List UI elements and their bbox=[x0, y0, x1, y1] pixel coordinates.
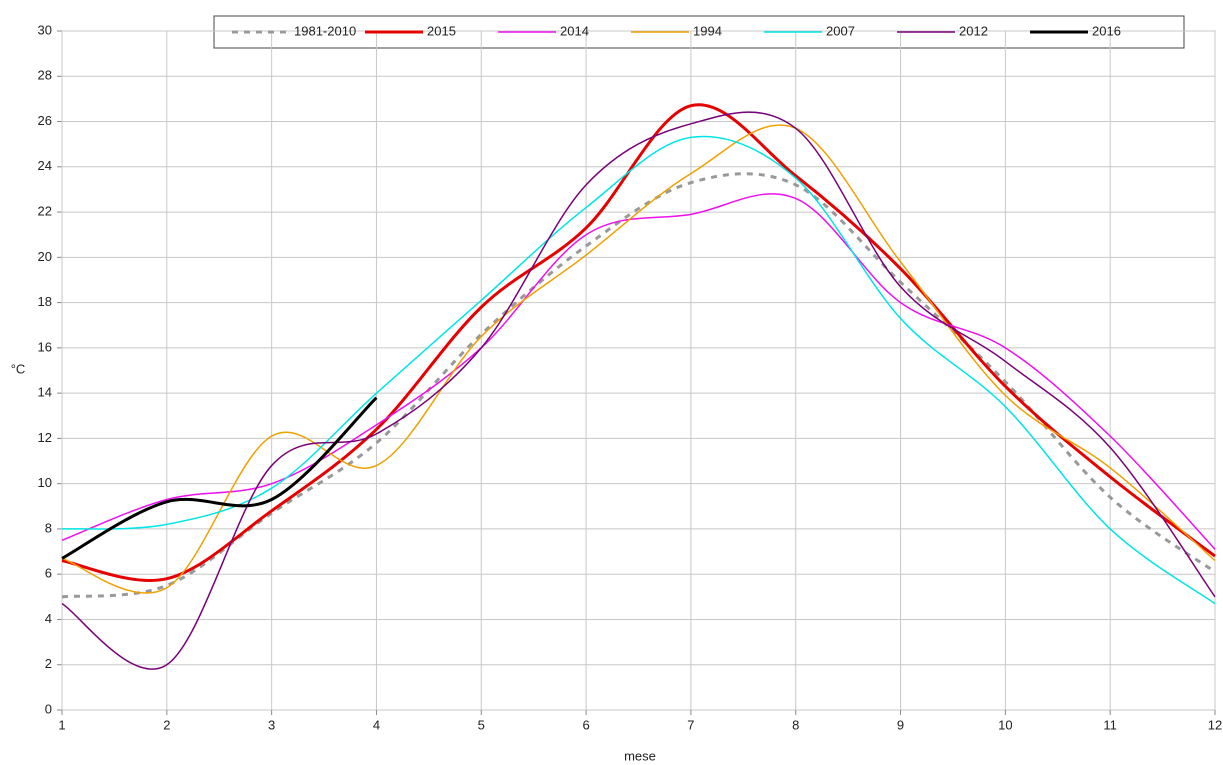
series-line bbox=[61, 172, 1216, 599]
x-tick-label: 5 bbox=[478, 717, 485, 732]
y-tick-label: 12 bbox=[38, 430, 52, 445]
series-line bbox=[61, 193, 1216, 550]
legend-label: 2016 bbox=[1092, 23, 1121, 38]
y-tick-label: 8 bbox=[45, 520, 52, 535]
y-tick-label: 2 bbox=[45, 656, 52, 671]
y-tick-label: 22 bbox=[38, 204, 52, 219]
legend-label: 1981-2010 bbox=[294, 23, 356, 38]
x-tick-label: 3 bbox=[268, 717, 275, 732]
series-line bbox=[61, 135, 1216, 605]
x-tick-label: 1 bbox=[58, 717, 65, 732]
x-axis-label: mese bbox=[624, 748, 656, 763]
y-tick-label: 16 bbox=[38, 339, 52, 354]
y-tick-label: 18 bbox=[38, 294, 52, 309]
x-tick-label: 8 bbox=[792, 717, 799, 732]
x-tick-label: 10 bbox=[998, 717, 1012, 732]
y-tick-label: 30 bbox=[38, 22, 52, 37]
y-tick-label: 4 bbox=[45, 611, 52, 626]
y-tick-label: 6 bbox=[45, 566, 52, 581]
legend-label: 2012 bbox=[959, 23, 988, 38]
y-tick-label: 14 bbox=[38, 385, 52, 400]
x-tick-label: 6 bbox=[582, 717, 589, 732]
x-tick-label: 12 bbox=[1208, 717, 1222, 732]
y-tick-label: 26 bbox=[38, 113, 52, 128]
x-tick-label: 11 bbox=[1103, 717, 1117, 732]
y-tick-label: 0 bbox=[45, 701, 52, 716]
x-tick-label: 2 bbox=[163, 717, 170, 732]
x-tick-label: 9 bbox=[897, 717, 904, 732]
series-line bbox=[61, 124, 1216, 594]
y-tick-label: 10 bbox=[38, 475, 52, 490]
series-line bbox=[61, 103, 1216, 582]
x-tick-label: 4 bbox=[373, 717, 380, 732]
series-line bbox=[61, 111, 1216, 670]
y-axis-label: °C bbox=[11, 361, 26, 376]
legend-label: 2015 bbox=[427, 23, 456, 38]
legend-label: 1994 bbox=[693, 23, 722, 38]
y-tick-label: 24 bbox=[38, 158, 52, 173]
series-line bbox=[61, 396, 378, 560]
y-tick-label: 28 bbox=[38, 68, 52, 83]
x-tick-label: 7 bbox=[687, 717, 694, 732]
y-tick-label: 20 bbox=[38, 249, 52, 264]
plot-frame bbox=[61, 30, 1216, 711]
legend-label: 2007 bbox=[826, 23, 855, 38]
legend-label: 2014 bbox=[560, 23, 589, 38]
